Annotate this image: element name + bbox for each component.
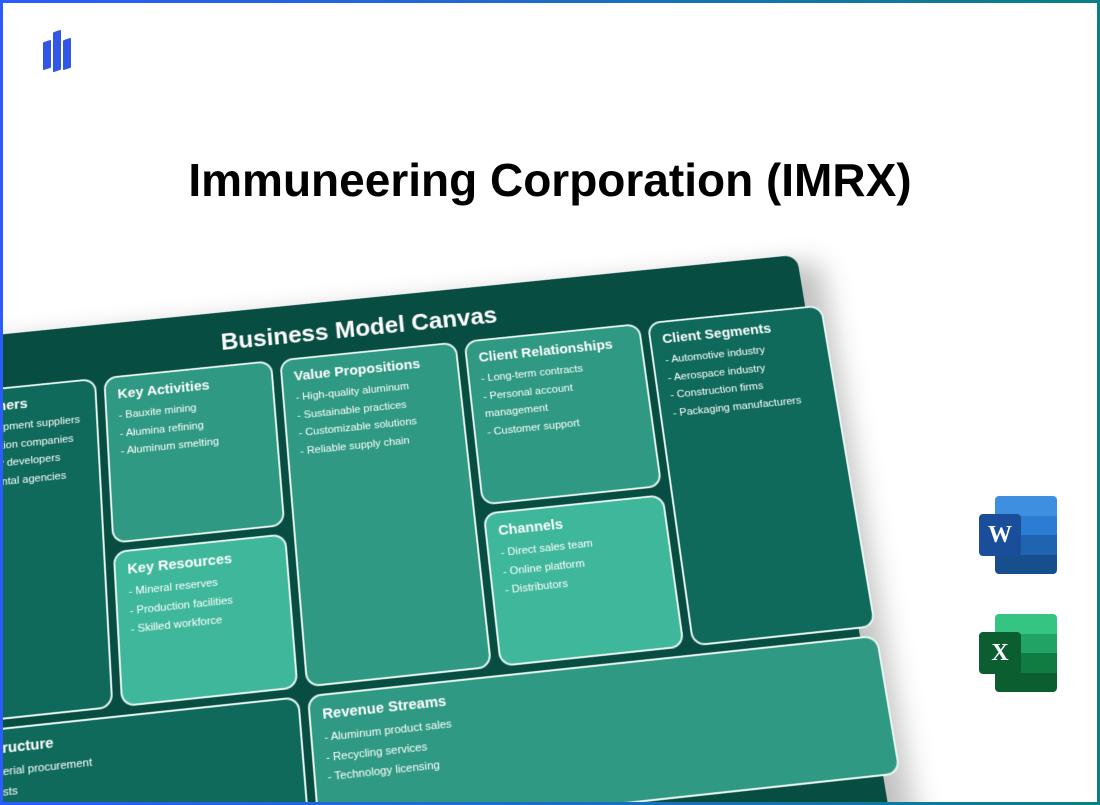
card-value-propositions: Value Propositions High-quality aluminum… [279,342,492,688]
card-channels: Channels Direct sales team Online platfo… [483,494,685,667]
card-list: Long-term contracts Personal account man… [480,356,640,442]
card-list: Mining equipment suppliers Transportatio… [0,411,88,498]
excel-letter: X [979,632,1021,674]
business-model-canvas: Business Model Canvas Key Partners Minin… [0,255,898,805]
canvas-grid: Key Partners Mining equipment suppliers … [0,308,867,805]
card-list: Mineral reserves Production facilities S… [128,568,279,640]
ms-excel-icon: X [979,614,1057,692]
card-list: Automotive industry Aerospace industry C… [664,337,826,423]
card-key-partners: Key Partners Mining equipment suppliers … [0,378,113,727]
card-key-activities: Key Activities Bauxite mining Alumina re… [103,360,285,543]
infographic-frame: Immuneering Corporation (IMRX) Business … [0,0,1100,805]
card-list: High-quality aluminum Sustainable practi… [295,374,454,461]
card-client-segments: Client Segments Automotive industry Aero… [647,305,876,647]
office-app-icons: W X [979,496,1057,692]
canvas-stage: Business Model Canvas Key Partners Minin… [0,282,883,805]
card-key-resources: Key Resources Mineral reserves Productio… [113,533,299,707]
word-letter: W [979,514,1021,556]
ms-word-icon: W [979,496,1057,574]
page-title: Immuneering Corporation (IMRX) [3,153,1097,207]
card-list: Bauxite mining Alumina refining Aluminum… [118,393,265,461]
card-client-relationships: Client Relationships Long-term contracts… [464,323,663,505]
card-list: Direct sales team Online platform Distri… [500,528,662,600]
